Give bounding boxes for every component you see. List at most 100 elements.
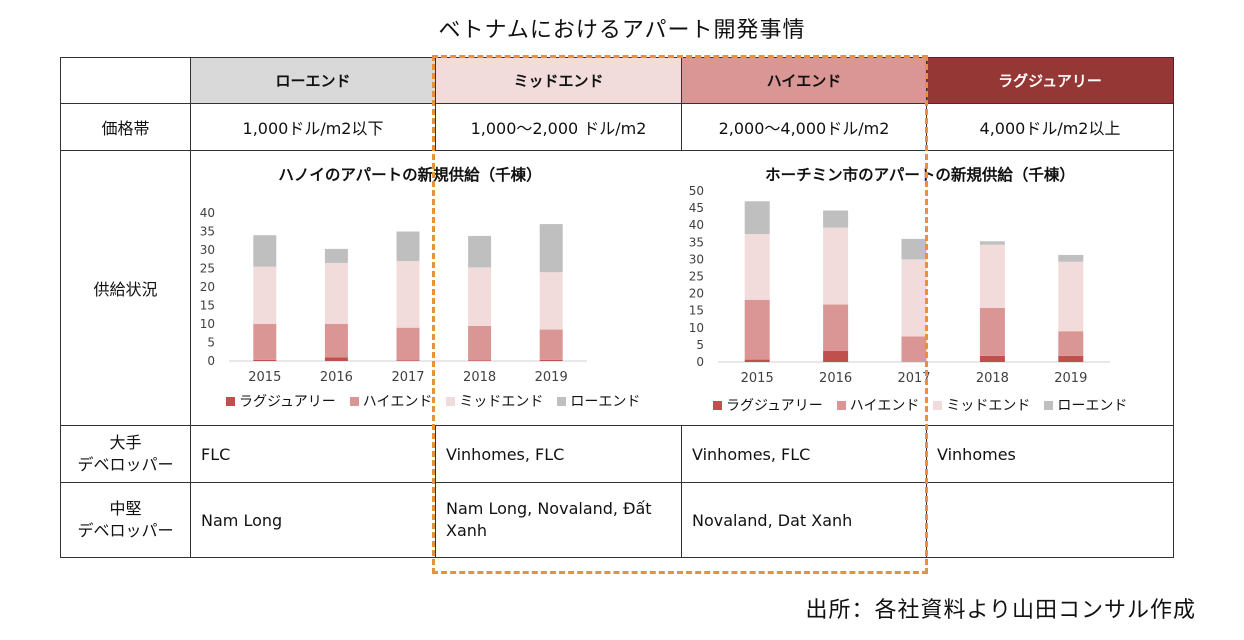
large-dev-mid-text: Vinhomes, FLC bbox=[446, 444, 565, 464]
table-border-left bbox=[60, 57, 61, 558]
source-note: 出所：各社資料より山田コンサル作成 bbox=[805, 598, 1196, 623]
y-tick-label: 35 bbox=[689, 235, 704, 249]
legend-label-mid: ミッドエンド bbox=[459, 394, 544, 410]
mid-dev-low-text: Nam Long bbox=[201, 510, 283, 530]
mid-dev-luxury bbox=[927, 483, 1173, 557]
table-border-col3-bottom bbox=[681, 425, 682, 558]
bar-segment-low-2018 bbox=[468, 235, 492, 268]
bar-segment-mid-2017 bbox=[901, 259, 927, 337]
bar-segment-luxury-2015 bbox=[253, 359, 277, 361]
legend-swatch-luxury bbox=[713, 400, 722, 410]
legend-swatch-low bbox=[1044, 400, 1054, 410]
row-label-mid-dev: 中堅 デベロッパー bbox=[61, 483, 190, 557]
x-tick-label: 2018 bbox=[463, 370, 496, 385]
bar-segment-luxury-2015 bbox=[744, 359, 770, 362]
large-dev-high: Vinhomes, FLC bbox=[682, 426, 926, 482]
price-high-text: 2,000～4,000ドル/m2 bbox=[718, 119, 890, 138]
mid-dev-low: Nam Long bbox=[191, 483, 435, 557]
bar-segment-mid-2019 bbox=[1058, 261, 1084, 332]
bar-segment-high-2018 bbox=[979, 307, 1005, 356]
header-high: ハイエンド bbox=[682, 58, 926, 103]
header-mid: ミッドエンド bbox=[436, 58, 681, 103]
y-tick-label: 10 bbox=[200, 317, 215, 331]
legend-swatch-mid bbox=[933, 400, 943, 410]
bar-segment-mid-2017 bbox=[396, 261, 420, 328]
bar-segment-low-2017 bbox=[396, 231, 420, 262]
row-label-large-dev-line2: デベロッパー bbox=[77, 455, 174, 474]
legend-item-luxury: ラグジュアリー bbox=[226, 391, 336, 411]
x-tick-label: 2016 bbox=[819, 371, 852, 386]
bar-segment-low-2015 bbox=[744, 201, 770, 235]
y-tick-label: 35 bbox=[200, 225, 215, 239]
legend-item-high: ハイエンド bbox=[836, 395, 920, 415]
y-tick-label: 50 bbox=[689, 184, 704, 198]
bar-segment-luxury-2016 bbox=[324, 357, 348, 361]
legend-item-luxury: ラグジュアリー bbox=[713, 395, 823, 415]
y-tick-label: 0 bbox=[207, 354, 215, 368]
large-dev-low: FLC bbox=[191, 426, 435, 482]
legend-label-low: ローエンド bbox=[570, 394, 641, 410]
bar-segment-mid-2015 bbox=[744, 234, 770, 300]
x-tick-label: 2019 bbox=[535, 370, 568, 385]
legend-swatch-luxury bbox=[226, 396, 235, 406]
y-tick-label: 15 bbox=[200, 299, 215, 313]
x-tick-label: 2015 bbox=[248, 370, 281, 385]
legend-item-mid: ミッドエンド bbox=[933, 395, 1030, 415]
bar-segment-high-2017 bbox=[396, 327, 420, 361]
row-label-price: 価格帯 bbox=[61, 104, 190, 150]
y-tick-label: 25 bbox=[689, 270, 704, 284]
legend-label-luxury: ラグジュアリー bbox=[239, 394, 336, 410]
large-dev-luxury-text: Vinhomes bbox=[937, 444, 1016, 464]
large-dev-mid: Vinhomes, FLC bbox=[436, 426, 681, 482]
bar-segment-luxury-2018 bbox=[468, 360, 492, 361]
y-tick-label: 5 bbox=[696, 338, 704, 352]
legend-item-low: ローエンド bbox=[557, 391, 640, 411]
header-mid-label: ミッドエンド bbox=[513, 72, 604, 90]
bar-segment-high-2016 bbox=[324, 324, 348, 358]
bar-segment-mid-2019 bbox=[539, 272, 563, 330]
chart-hanoi-title: ハノイのアパートの新規供給（千棟） bbox=[278, 166, 542, 184]
bar-segment-high-2019 bbox=[539, 329, 563, 360]
table-border-row4 bbox=[60, 482, 1174, 483]
bar-segment-low-2017 bbox=[901, 238, 927, 260]
y-tick-label: 20 bbox=[689, 287, 704, 301]
bar-segment-low-2019 bbox=[1058, 254, 1084, 262]
legend-swatch-mid bbox=[446, 396, 456, 406]
x-tick-label: 2018 bbox=[976, 371, 1009, 386]
table-border-row3 bbox=[60, 425, 1174, 426]
header-luxury-label: ラグジュアリー bbox=[998, 72, 1102, 90]
legend-label-mid: ミッドエンド bbox=[946, 398, 1031, 414]
price-mid-text: 1,000～2,000 ドル/m2 bbox=[470, 119, 647, 138]
mid-dev-high: Novaland, Dat Xanh bbox=[682, 483, 926, 557]
page-title: ベトナムにおけるアパート開発事情 bbox=[438, 18, 806, 43]
bar-segment-low-2018 bbox=[979, 241, 1005, 245]
row-label-large-dev-line1: 大手 bbox=[109, 433, 142, 452]
legend-swatch-low bbox=[557, 396, 567, 406]
bar-segment-mid-2018 bbox=[468, 267, 492, 326]
bar-segment-high-2017 bbox=[901, 336, 927, 362]
legend-label-luxury: ラグジュアリー bbox=[726, 398, 823, 414]
table-border-col1 bbox=[190, 57, 191, 558]
y-tick-label: 25 bbox=[200, 262, 215, 276]
legend-label-high: ハイエンド bbox=[849, 398, 920, 414]
price-mid: 1,000～2,000 ドル/m2 bbox=[436, 104, 681, 150]
row-label-price-text: 価格帯 bbox=[101, 119, 150, 138]
bar-segment-low-2016 bbox=[324, 248, 348, 263]
header-low: ローエンド bbox=[191, 58, 435, 103]
bar-segment-low-2015 bbox=[253, 235, 277, 267]
bar-segment-luxury-2016 bbox=[823, 350, 849, 362]
y-tick-label: 0 bbox=[696, 355, 704, 369]
bar-segment-high-2015 bbox=[253, 324, 277, 360]
table-border-right bbox=[1173, 57, 1174, 558]
table-border-row1 bbox=[60, 103, 1174, 104]
table-border-col2-top bbox=[435, 57, 436, 151]
row-label-mid-dev-line1: 中堅 bbox=[109, 499, 142, 518]
header-low-label: ローエンド bbox=[275, 72, 351, 90]
large-dev-luxury: Vinhomes bbox=[927, 426, 1173, 482]
mid-dev-high-text: Novaland, Dat Xanh bbox=[692, 510, 853, 530]
bar-segment-high-2018 bbox=[468, 325, 492, 361]
price-low: 1,000ドル/m2以下 bbox=[191, 104, 435, 150]
mid-dev-mid-text: Nam Long, Novaland, Đất Xanh bbox=[446, 499, 652, 540]
legend-swatch-high bbox=[349, 396, 359, 406]
y-tick-label: 45 bbox=[689, 201, 704, 215]
